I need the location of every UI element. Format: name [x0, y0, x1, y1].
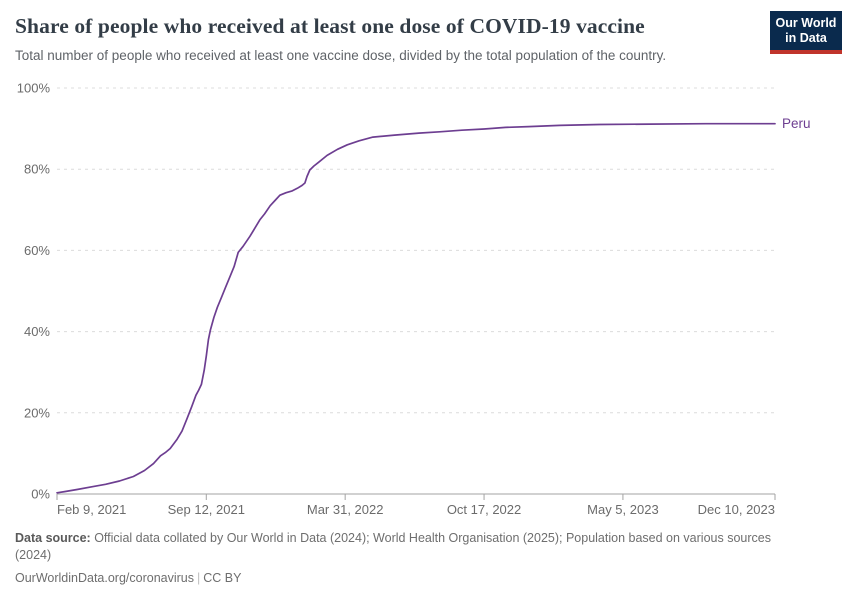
owid-logo-line2: in Data [785, 30, 827, 45]
x-axis-labels: Feb 9, 2021 Sep 12, 2021 Mar 31, 2022 Oct 1… [57, 502, 775, 517]
data-source-note: Data source: Official data collated by O… [15, 530, 797, 564]
x-tick-label: Mar 31, 2022 [307, 502, 384, 517]
y-tick-label: 100% [17, 81, 51, 96]
owid-logo: Our World in Data [770, 11, 842, 54]
data-source-text: Official data collated by Our World in D… [15, 531, 771, 562]
page-title: Share of people who received at least on… [15, 14, 645, 38]
y-tick-label: 0% [31, 487, 50, 502]
footer-links: OurWorldinData.org/coronavirus | CC BY [15, 570, 797, 587]
x-tick-label: Sep 12, 2021 [168, 502, 245, 517]
x-axis-ticks [56, 494, 776, 500]
x-tick-label: Feb 9, 2021 [57, 502, 126, 517]
y-tick-label: 40% [24, 324, 50, 339]
y-axis-labels: 0% 20% 40% 60% 80% 100% [17, 81, 51, 502]
owid-logo-line1: Our World [775, 16, 837, 30]
chart-subtitle: Total number of people who received at l… [15, 48, 667, 63]
license-label: CC BY [203, 571, 242, 585]
x-tick-label: Dec 10, 2023 [698, 502, 775, 517]
entity-label[interactable]: Peru [782, 116, 811, 131]
gridlines [57, 87, 775, 495]
y-tick-label: 20% [24, 405, 50, 420]
series-line-peru[interactable] [56, 122, 776, 494]
chart-footer: Data source: Official data collated by O… [15, 530, 797, 587]
chart-header: Share of people who received at least on… [15, 14, 755, 63]
owid-link[interactable]: OurWorldinData.org/coronavirus [15, 571, 195, 585]
y-tick-label: 60% [24, 243, 50, 258]
data-source-label: Data source: [15, 531, 91, 545]
x-tick-label: Oct 17, 2022 [447, 502, 521, 517]
x-tick-label: May 5, 2023 [587, 502, 659, 517]
y-tick-label: 80% [24, 162, 50, 177]
footer-separator: | [197, 571, 201, 585]
